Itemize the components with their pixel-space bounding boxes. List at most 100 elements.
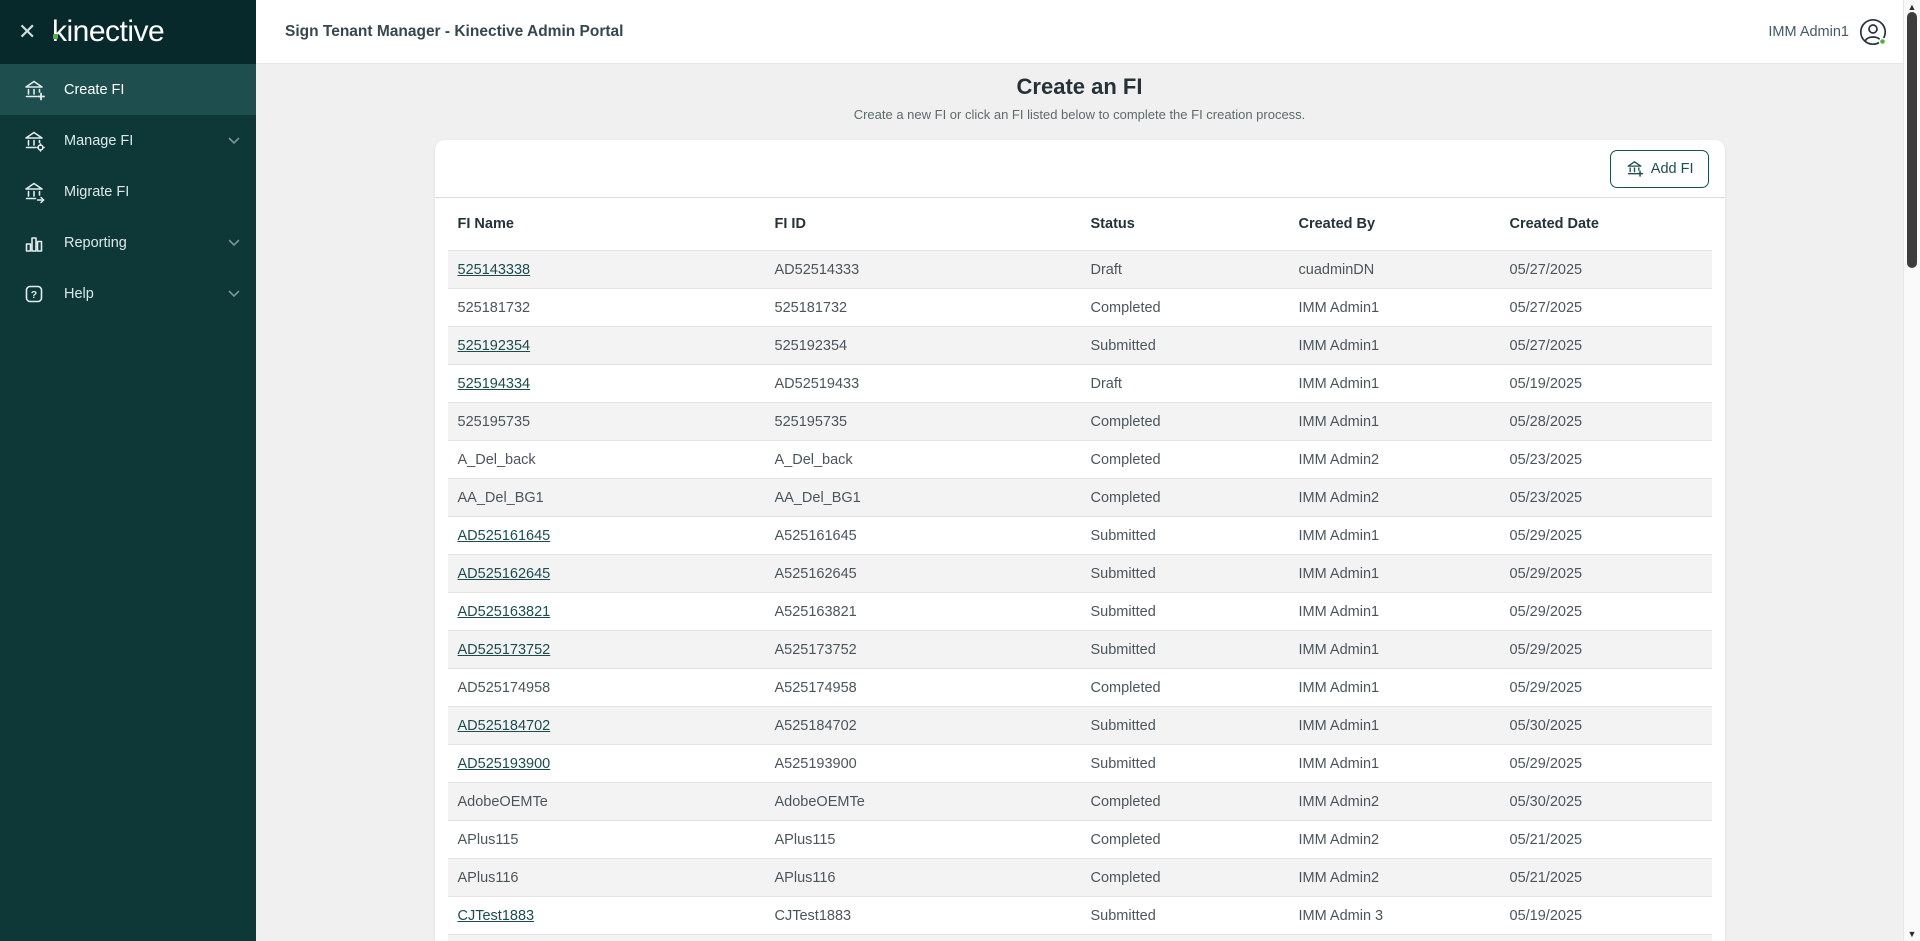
status-cell: Completed (1090, 299, 1161, 316)
fi-name-cell: CJTest1883 (448, 908, 765, 924)
table-row-partial (447, 934, 1712, 941)
table-row: AD525163821 A525163821 Submitted IMM Admin1… (447, 592, 1712, 630)
fi-name-link[interactable]: AD525184702 (457, 717, 551, 734)
fi-name-link[interactable]: AD525173752 (457, 641, 551, 658)
status-cell: Draft (1090, 375, 1122, 392)
column-header-created-date: Created Date (1509, 216, 1599, 232)
created-by-cell: IMM Admin1 (1298, 527, 1380, 544)
bank-arrow-icon (25, 182, 45, 203)
created-date-cell: 05/29/2025 (1509, 679, 1583, 696)
created-by-cell: IMM Admin 3 (1298, 907, 1384, 924)
sidebar-item-manage-fi[interactable]: Manage FI (0, 115, 256, 166)
status-cell: Submitted (1090, 565, 1156, 582)
table-row: CJTest1883 CJTest1883 Submitted IMM Admin 3… (447, 896, 1712, 934)
sidebar: ✕ kinective Create FI Manage FI (0, 0, 256, 941)
created-date-cell: 05/29/2025 (1509, 755, 1583, 772)
card-toolbar: Add FI (434, 140, 1725, 198)
created-date-cell: 05/30/2025 (1509, 717, 1583, 734)
user-avatar-icon[interactable] (1858, 17, 1888, 47)
table-row: 525192354 525192354 Submitted IMM Admin1 05/… (447, 326, 1712, 364)
scroll-up-arrow-icon[interactable]: ▲ (1907, 2, 1917, 12)
question-icon: ? (25, 285, 43, 302)
status-cell: Completed (1090, 869, 1161, 886)
created-date-cell: 05/27/2025 (1509, 261, 1583, 278)
created-date-cell: 05/29/2025 (1509, 641, 1583, 658)
fi-name-cell: APlus116 (457, 869, 519, 886)
fi-id-cell: APlus116 (774, 869, 836, 886)
fi-id-cell: A525193900 (774, 755, 857, 772)
close-sidebar-icon[interactable]: ✕ (18, 19, 37, 44)
created-by-cell: IMM Admin1 (1298, 755, 1380, 772)
fi-name-cell: 525143338 (448, 262, 765, 278)
fi-id-cell: A_Del_back (774, 451, 853, 468)
table-row: APlus115 APlus115 Completed IMM Admin2 05/21… (447, 820, 1712, 858)
user-menu[interactable]: IMM Admin1 (1768, 17, 1888, 47)
fi-name-link[interactable]: AD525163821 (457, 603, 551, 620)
created-by-cell: IMM Admin2 (1298, 869, 1380, 886)
fi-table: FI Name FI ID Status Created By Created … (447, 198, 1712, 941)
scroll-down-arrow-icon[interactable]: ▼ (1907, 929, 1917, 939)
bar-chart-icon (25, 236, 43, 252)
status-cell: Submitted (1090, 527, 1156, 544)
fi-id-cell: 525181732 (774, 299, 848, 316)
fi-name-link[interactable]: 525192354 (457, 337, 531, 354)
bank-gear-icon (25, 131, 45, 152)
status-cell: Draft (1090, 261, 1122, 278)
created-date-cell: 05/29/2025 (1509, 565, 1583, 582)
fi-name-cell: APlus115 (457, 831, 519, 848)
fi-name-cell: AD525173752 (448, 642, 765, 658)
column-header-fi-name: FI Name (457, 216, 514, 232)
fi-name-link[interactable]: 525194334 (457, 375, 531, 392)
fi-id-cell: A525173752 (774, 641, 857, 658)
created-by-cell: IMM Admin1 (1298, 565, 1380, 582)
fi-name-link[interactable]: AD525161645 (457, 527, 551, 544)
add-fi-button[interactable]: Add FI (1609, 149, 1709, 188)
svg-text:?: ? (31, 289, 37, 301)
fi-id-cell: A525174958 (774, 679, 857, 696)
fi-name-link[interactable]: CJTest1883 (457, 907, 535, 924)
scrollbar-thumb[interactable] (1907, 12, 1917, 268)
created-date-cell: 05/19/2025 (1509, 375, 1583, 392)
status-cell: Submitted (1090, 755, 1156, 772)
logo-green-dot (53, 34, 58, 39)
created-date-cell: 05/23/2025 (1509, 451, 1583, 468)
status-cell: Completed (1090, 413, 1161, 430)
chevron-down-icon (228, 137, 240, 144)
chevron-down-icon (228, 239, 240, 246)
fi-name-cell: AA_Del_BG1 (457, 489, 544, 506)
column-header-status: Status (1090, 216, 1135, 232)
fi-id-cell: AdobeOEMTe (774, 793, 865, 810)
created-date-cell: 05/27/2025 (1509, 337, 1583, 354)
sidebar-item-reporting[interactable]: Reporting (0, 217, 256, 268)
fi-name-link[interactable]: 525143338 (457, 261, 531, 278)
table-row: AD525162645 A525162645 Submitted IMM Admin1… (447, 554, 1712, 592)
fi-name-link[interactable]: AD525162645 (457, 565, 551, 582)
fi-id-cell: 525195735 (774, 413, 848, 430)
fi-name-cell: 525181732 (457, 299, 531, 316)
sidebar-item-help[interactable]: ? Help (0, 268, 256, 319)
fi-name-link[interactable]: AD525193900 (457, 755, 551, 772)
bank-plus-icon (1627, 161, 1643, 177)
created-by-cell: IMM Admin2 (1298, 489, 1380, 506)
created-by-cell: IMM Admin1 (1298, 299, 1380, 316)
created-date-cell: 05/28/2025 (1509, 413, 1583, 430)
main-content: Create an FI Create a new FI or click an… (256, 64, 1903, 941)
sidebar-item-create-fi[interactable]: Create FI (0, 64, 256, 115)
table-row: AD525184702 A525184702 Submitted IMM Admin1… (447, 706, 1712, 744)
sidebar-menu: Create FI Manage FI Migrate FI Reporting (0, 64, 256, 319)
app-title: Sign Tenant Manager - Kinective Admin Po… (285, 22, 624, 40)
fi-name-cell: 525192354 (448, 338, 765, 354)
table-row: AD525173752 A525173752 Submitted IMM Admin1… (447, 630, 1712, 668)
status-cell: Submitted (1090, 641, 1156, 658)
status-cell: Completed (1090, 451, 1161, 468)
fi-id-cell: CJTest1883 (774, 907, 852, 924)
sidebar-item-migrate-fi[interactable]: Migrate FI (0, 166, 256, 217)
created-by-cell: IMM Admin1 (1298, 717, 1380, 734)
created-date-cell: 05/23/2025 (1509, 489, 1583, 506)
table-row: AD525161645 A525161645 Submitted IMM Admin1… (447, 516, 1712, 554)
bank-plus-icon (25, 80, 45, 100)
page-subtitle: Create a new FI or click an FI listed be… (853, 107, 1306, 122)
fi-name-cell: AD525193900 (448, 756, 765, 772)
created-by-cell: IMM Admin1 (1298, 679, 1380, 696)
table-row: A_Del_back A_Del_back Completed IMM Admin2 0… (447, 440, 1712, 478)
